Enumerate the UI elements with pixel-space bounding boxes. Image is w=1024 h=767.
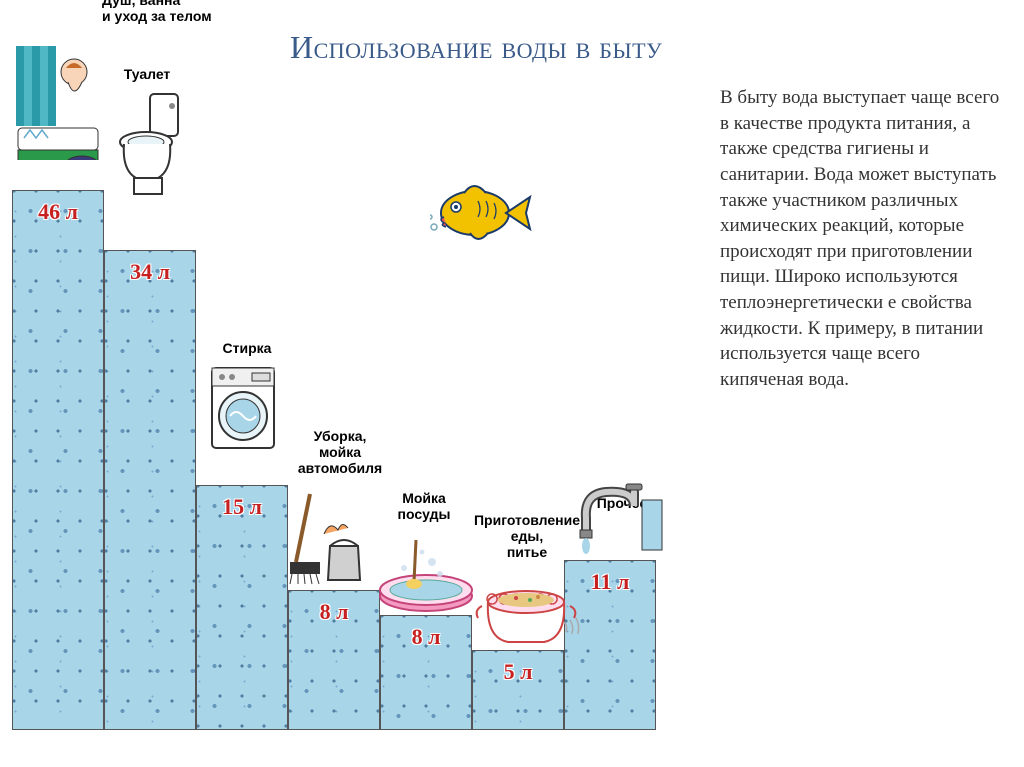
bar-value: 5 л [473, 659, 563, 685]
bar-label: Мойкапосуды [384, 490, 464, 522]
bar-value: 34 л [105, 259, 195, 285]
bar-cleaning: 8 л [288, 590, 380, 730]
washer-icon [208, 364, 278, 457]
fish-icon [430, 175, 540, 255]
bar-value: 46 л [13, 199, 103, 225]
water-usage-chart: 46 л Душ, ваннаи уход за телом 34 л [12, 0, 692, 760]
bar-cooking: 5 л [472, 650, 564, 730]
bar-label: Душ, ваннаи уход за телом [102, 0, 242, 24]
bar-label: Туалет [107, 66, 187, 82]
cooking-pot-icon [472, 570, 582, 660]
faucet-icon [574, 482, 664, 567]
mop-bucket-icon [288, 490, 388, 595]
bar-value: 8 л [289, 599, 379, 625]
bar-toilet: 34 л [104, 250, 196, 730]
bar-shower: 46 л [12, 190, 104, 730]
bar-label: Уборка,мойкаавтомобиля [290, 428, 390, 476]
bar-value: 8 л [381, 624, 471, 650]
shower-icon [12, 40, 104, 165]
body-text: В быту вода выступает чаще всего в качес… [720, 85, 1000, 393]
slide: Использование воды в быту В быту вода вы… [0, 0, 1024, 767]
bar-dishes: 8 л [380, 615, 472, 730]
toilet-icon [116, 90, 186, 205]
bar-label: Приготовлениееды,питье [467, 512, 587, 560]
bar-value: 15 л [197, 494, 287, 520]
bar-label: Стирка [212, 340, 282, 356]
bar-laundry: 15 л [196, 485, 288, 730]
